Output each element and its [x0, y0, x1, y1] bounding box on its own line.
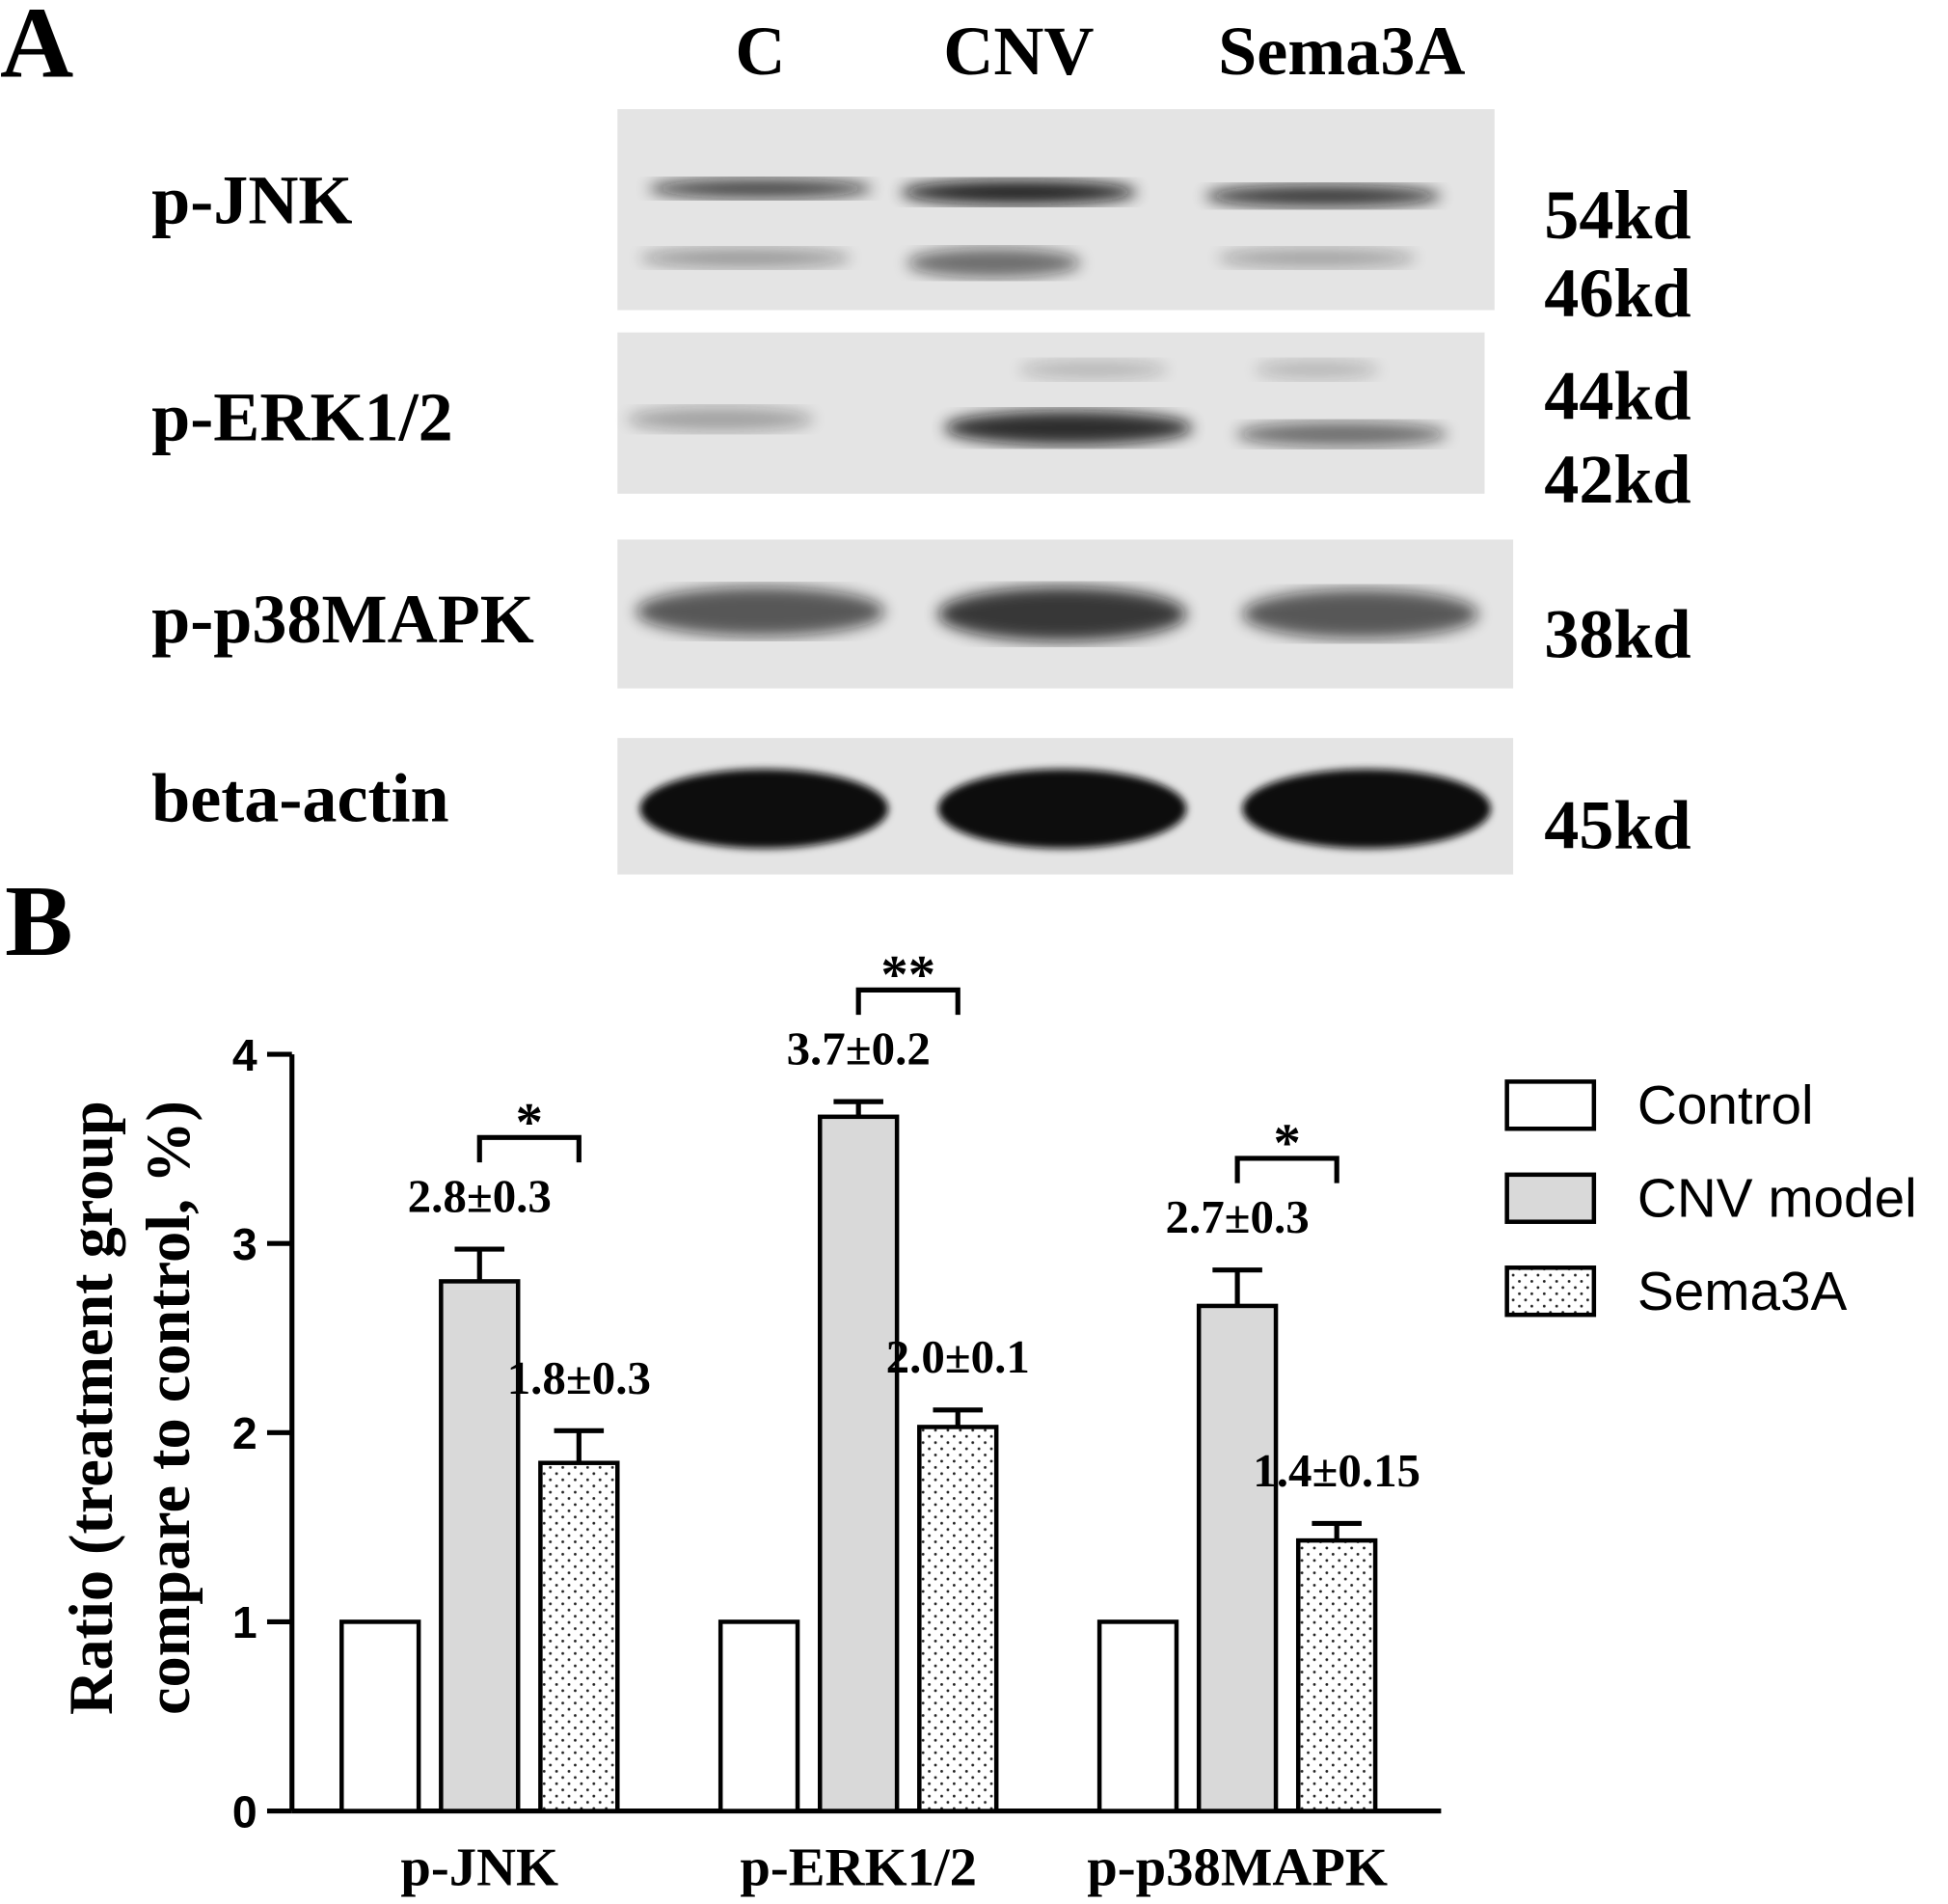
bar — [1096, 1619, 1179, 1813]
panel-label: B — [5, 864, 72, 977]
bar — [917, 1425, 999, 1813]
bar — [339, 1619, 421, 1813]
error-bar — [454, 1246, 505, 1282]
x-tick-label: p-p38MAPK — [1087, 1838, 1388, 1898]
value-label: 1.8±0.3 — [507, 1351, 651, 1404]
x-tick-label: p-ERK1/2 — [740, 1838, 977, 1898]
error-bar — [1212, 1267, 1262, 1306]
error-bar — [833, 1099, 883, 1117]
size-label: 45kd — [1544, 787, 1691, 864]
legend-label: Control — [1637, 1075, 1814, 1136]
bar — [1295, 1537, 1378, 1813]
error-bar — [933, 1407, 984, 1428]
legend-swatch — [1504, 1172, 1597, 1224]
blot-band — [937, 586, 1187, 641]
value-label: 3.7±0.2 — [787, 1022, 931, 1075]
blot-band — [937, 769, 1187, 849]
legend-swatch — [1504, 1265, 1597, 1318]
y-axis-label: compare to control, %) — [134, 1101, 203, 1715]
error-bar — [554, 1428, 605, 1463]
legend-label: CNV model — [1637, 1169, 1917, 1230]
blot-band — [636, 586, 885, 637]
significance-label: * — [1273, 1114, 1300, 1174]
significance-bracket — [476, 1134, 582, 1163]
size-label: 42kd — [1544, 441, 1691, 518]
panel-label: A — [0, 0, 73, 99]
bar — [717, 1619, 800, 1813]
bar — [818, 1114, 900, 1813]
significance-bracket — [855, 987, 960, 1016]
value-label: 2.7±0.3 — [1165, 1190, 1309, 1243]
value-label: 1.4±0.15 — [1253, 1444, 1420, 1497]
y-tick-label: 1 — [232, 1597, 257, 1647]
blot-band — [1255, 359, 1379, 380]
bar — [538, 1460, 620, 1813]
lane-label: C — [735, 13, 785, 90]
legend-swatch — [1504, 1079, 1597, 1131]
lane-label: Sema3A — [1218, 13, 1465, 90]
x-tick-label: p-JNK — [400, 1838, 558, 1898]
legend-label: Sema3A — [1637, 1262, 1848, 1322]
blot-band — [648, 178, 873, 199]
significance-bracket — [1234, 1156, 1339, 1183]
row-label: p-ERK1/2 — [151, 379, 453, 456]
size-label: 54kd — [1544, 177, 1691, 254]
row-label: p-JNK — [151, 162, 352, 239]
y-tick-label: 4 — [232, 1030, 257, 1080]
blot-band — [900, 179, 1137, 205]
y-tick-label: 2 — [232, 1408, 257, 1458]
y-tick-label: 0 — [232, 1786, 257, 1836]
error-bar — [1312, 1520, 1362, 1541]
bar — [439, 1279, 521, 1813]
blot-band — [1204, 184, 1442, 207]
y-axis-label: Ratio (treatment group — [57, 1101, 125, 1715]
significance-label: * — [516, 1093, 543, 1153]
blot-band — [1018, 359, 1168, 380]
bar — [1196, 1303, 1279, 1813]
blot-band — [1217, 248, 1417, 268]
size-label: 46kd — [1544, 255, 1691, 332]
blot-band — [627, 406, 814, 432]
size-label: 38kd — [1544, 596, 1691, 673]
blot-band — [1242, 769, 1491, 849]
row-label: p-p38MAPK — [151, 581, 534, 658]
value-label: 2.0±0.1 — [886, 1330, 1030, 1383]
bar-chart: Ratio (treatment group compare to control… — [57, 945, 1917, 1898]
blot-membrane — [617, 109, 1495, 311]
blot-band — [906, 248, 1081, 279]
blot-band — [1242, 588, 1479, 639]
row-label: beta-actin — [151, 759, 448, 836]
y-tick-label: 3 — [232, 1219, 257, 1269]
value-label: 2.8±0.3 — [408, 1170, 552, 1223]
blot-band — [1235, 422, 1447, 447]
blot-band — [944, 410, 1193, 446]
blot-band — [639, 769, 889, 849]
lane-label: CNV — [943, 13, 1094, 90]
blot-band — [639, 248, 852, 268]
size-label: 44kd — [1544, 358, 1691, 435]
significance-label: ** — [880, 945, 935, 1005]
